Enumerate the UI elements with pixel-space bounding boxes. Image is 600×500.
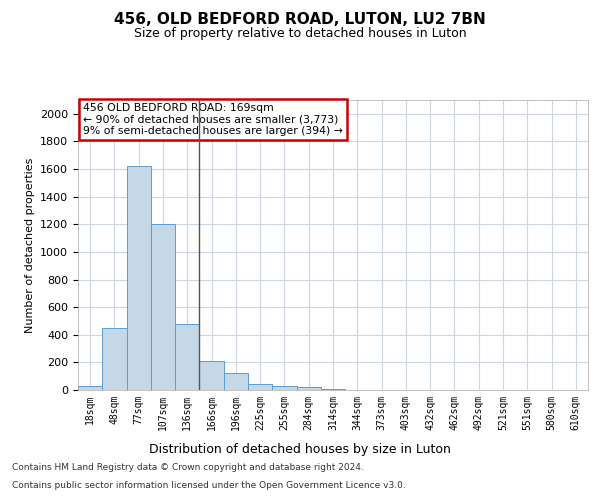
Text: 456 OLD BEDFORD ROAD: 169sqm
← 90% of detached houses are smaller (3,773)
9% of : 456 OLD BEDFORD ROAD: 169sqm ← 90% of de… — [83, 103, 343, 136]
Bar — [127, 166, 151, 390]
Bar — [102, 328, 127, 390]
Bar — [151, 224, 175, 390]
Text: Size of property relative to detached houses in Luton: Size of property relative to detached ho… — [134, 28, 466, 40]
Y-axis label: Number of detached properties: Number of detached properties — [25, 158, 35, 332]
Bar — [199, 361, 224, 390]
Bar — [248, 384, 272, 390]
Bar — [321, 388, 345, 390]
Text: Contains public sector information licensed under the Open Government Licence v3: Contains public sector information licen… — [12, 481, 406, 490]
Bar — [296, 387, 321, 390]
Bar — [78, 386, 102, 390]
Text: Contains HM Land Registry data © Crown copyright and database right 2024.: Contains HM Land Registry data © Crown c… — [12, 464, 364, 472]
Bar — [272, 386, 296, 390]
Text: Distribution of detached houses by size in Luton: Distribution of detached houses by size … — [149, 442, 451, 456]
Bar — [224, 374, 248, 390]
Text: 456, OLD BEDFORD ROAD, LUTON, LU2 7BN: 456, OLD BEDFORD ROAD, LUTON, LU2 7BN — [114, 12, 486, 28]
Bar — [175, 324, 199, 390]
